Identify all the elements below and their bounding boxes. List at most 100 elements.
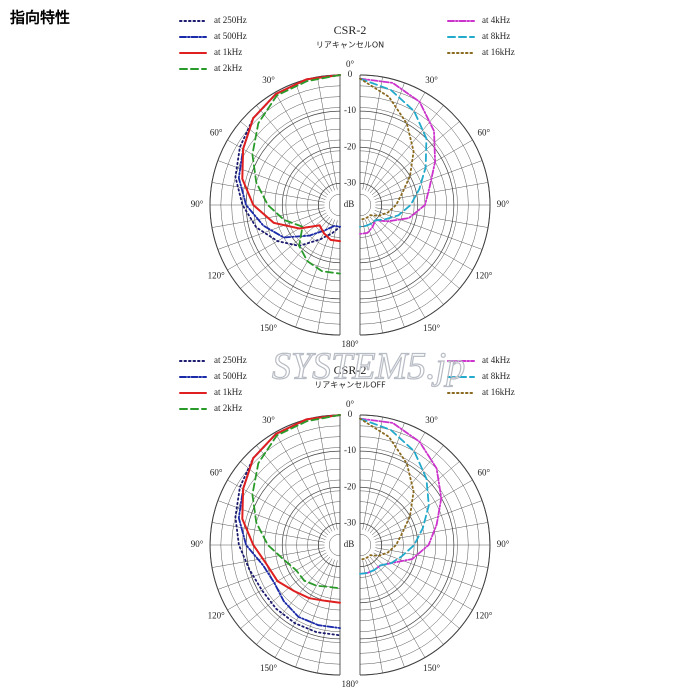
- legend-label: at 16kHz: [482, 387, 515, 397]
- theta-tick-label: 30°: [425, 415, 438, 425]
- grid-spoke: [274, 558, 333, 658]
- theta-tick-label: 30°: [262, 415, 275, 425]
- grid-spoke: [375, 207, 489, 228]
- grid-ring: [329, 533, 341, 557]
- series-line: [359, 77, 428, 228]
- grid-spoke: [369, 556, 444, 645]
- watermark: SYSTEM5.jp: [272, 346, 465, 388]
- series-line: [241, 74, 341, 243]
- series-line: [359, 77, 437, 235]
- grid-spoke: [240, 121, 329, 196]
- theta-tick-label: 0°: [346, 399, 355, 409]
- r-axis-label: dB: [344, 199, 355, 209]
- series-line: [251, 74, 341, 275]
- theta-tick-label: 90°: [191, 539, 204, 549]
- theta-tick-label: 120°: [475, 611, 493, 621]
- series-line: [251, 414, 341, 590]
- legend-label: at 2kHz: [214, 403, 242, 413]
- grid-line: [359, 74, 491, 336]
- grid-spoke: [317, 416, 338, 530]
- series-line: [234, 414, 341, 637]
- grid-spoke: [317, 220, 338, 334]
- theta-tick-label: 180°: [341, 679, 359, 689]
- grid-spoke: [371, 461, 460, 536]
- grid-spoke: [371, 554, 460, 629]
- grid-spoke: [274, 218, 333, 318]
- grid-line: [359, 146, 419, 264]
- r-tick-label: 0: [348, 69, 353, 79]
- chart-subtitle: リアキャンセルON: [316, 41, 384, 50]
- grid-spoke: [374, 210, 483, 250]
- chart-title: CSR-2: [334, 363, 367, 377]
- theta-tick-label: 60°: [210, 128, 223, 138]
- chart-subtitle: リアキャンセルOFF: [314, 381, 386, 390]
- theta-tick-label: 0°: [346, 59, 355, 69]
- grid-spoke: [295, 422, 335, 531]
- series-line: [241, 414, 341, 604]
- theta-tick-label: 30°: [262, 75, 275, 85]
- theta-tick-label: 120°: [475, 271, 493, 281]
- grid-spoke: [369, 445, 444, 534]
- grid-spoke: [365, 219, 405, 328]
- grid-spoke: [362, 416, 383, 530]
- theta-tick-label: 150°: [260, 323, 278, 333]
- legend-label: at 4kHz: [482, 15, 510, 25]
- legend-label: at 2kHz: [214, 63, 242, 73]
- grid-spoke: [374, 550, 483, 590]
- theta-tick-label: 90°: [191, 199, 204, 209]
- grid-spoke: [362, 560, 383, 674]
- page-title: 指向特性: [10, 9, 70, 27]
- theta-tick-label: 120°: [208, 611, 226, 621]
- grid-line: [359, 522, 383, 568]
- legend-label: at 8kHz: [482, 31, 510, 41]
- theta-tick-label: 30°: [425, 75, 438, 85]
- grid-spoke: [295, 82, 335, 191]
- r-tick-label: 0: [348, 409, 353, 419]
- grid-spoke: [369, 216, 444, 305]
- grid-line: [359, 450, 455, 640]
- grid-spoke: [217, 500, 326, 540]
- series-line: [359, 417, 430, 575]
- grid-spoke: [362, 76, 383, 190]
- grid-ring: [329, 193, 341, 217]
- grid-spoke: [375, 182, 489, 203]
- grid-spoke: [365, 82, 405, 191]
- grid-spoke: [369, 105, 444, 194]
- r-tick-label: -20: [344, 481, 356, 491]
- grid-spoke: [367, 558, 426, 658]
- grid-spoke: [374, 160, 483, 200]
- r-tick-label: -30: [344, 517, 356, 527]
- legend-label: at 4kHz: [482, 355, 510, 365]
- grid-spoke: [256, 445, 331, 534]
- grid-spoke: [217, 550, 326, 590]
- grid-spoke: [256, 216, 331, 305]
- legend-label: at 500Hz: [214, 371, 247, 381]
- chart-title: CSR-2: [334, 23, 367, 37]
- grid-line: [209, 74, 341, 336]
- grid-line: [359, 486, 419, 604]
- legend-label: at 250Hz: [214, 355, 247, 365]
- grid-spoke: [274, 92, 333, 192]
- grid-spoke: [365, 422, 405, 531]
- theta-tick-label: 150°: [260, 663, 278, 673]
- grid-spoke: [371, 121, 460, 196]
- grid-spoke: [375, 522, 489, 543]
- grid-spoke: [367, 92, 426, 192]
- grid-spoke: [211, 547, 325, 568]
- theta-tick-label: 90°: [497, 199, 510, 209]
- grid-spoke: [256, 556, 331, 645]
- series-line: [359, 417, 415, 561]
- legend-label: at 1kHz: [214, 387, 242, 397]
- grid-spoke: [317, 76, 338, 190]
- grid-spoke: [217, 160, 326, 200]
- grid-spoke: [211, 182, 325, 203]
- grid-spoke: [274, 432, 333, 532]
- grid-spoke: [240, 554, 329, 629]
- grid-line: [359, 110, 455, 300]
- grid-spoke: [373, 212, 473, 271]
- grid-spoke: [375, 547, 489, 568]
- theta-tick-label: 150°: [423, 663, 441, 673]
- grid-spoke: [374, 500, 483, 540]
